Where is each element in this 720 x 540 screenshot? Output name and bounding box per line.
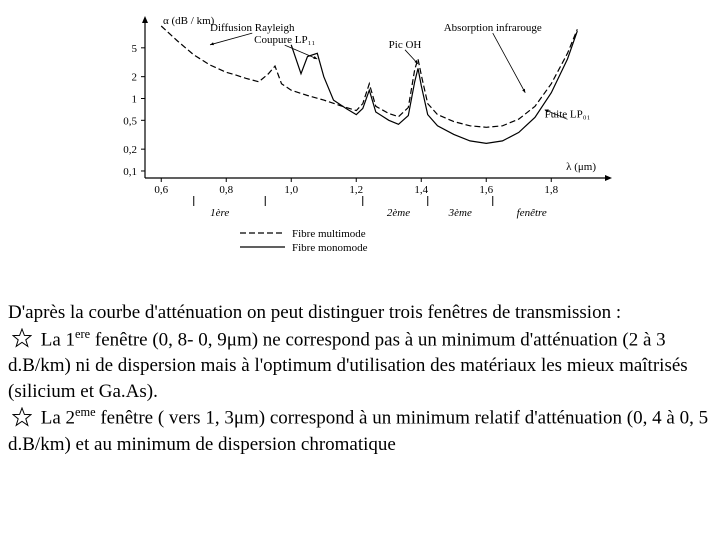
b1-a: La 1 — [41, 329, 75, 350]
bullet-1: La 1ere fenêtre (0, 8- 0, 9μm) ne corres… — [8, 326, 720, 405]
svg-text:1,2: 1,2 — [349, 184, 363, 196]
b2-b: fenêtre ( vers 1, 3μm) correspond à un m… — [8, 408, 708, 455]
attenuation-chart: 0,1 0,2 0,5 1 2 5 α (dB / km) 0,6 0,8 1,0 1,2 1,4 1,… — [90, 8, 620, 273]
star-icon — [8, 326, 36, 353]
svg-text:Pic OH: Pic OH — [389, 39, 422, 51]
svg-text:1,0: 1,0 — [284, 184, 298, 196]
svg-text:3ème: 3ème — [448, 207, 472, 219]
svg-text:Diffusion Rayleigh: Diffusion Rayleigh — [210, 22, 295, 34]
b2-a: La 2 — [41, 408, 75, 429]
chart-svg: 0,1 0,2 0,5 1 2 5 α (dB / km) 0,6 0,8 1,0 1,2 1,4 1,… — [90, 8, 620, 273]
svg-text:Fibre multimode: Fibre multimode — [292, 228, 366, 240]
svg-text:1,8: 1,8 — [544, 184, 558, 196]
svg-text:fenêtre: fenêtre — [517, 207, 547, 219]
b2-sup: eme — [75, 405, 96, 419]
star-icon — [8, 405, 36, 432]
svg-text:Fibre monomode: Fibre monomode — [292, 242, 368, 254]
svg-text:2ème: 2ème — [387, 207, 410, 219]
svg-text:1: 1 — [132, 93, 138, 105]
b1-b: fenêtre (0, 8- 0, 9μm) ne correspond pas… — [8, 329, 688, 402]
svg-text:Fuite LP₀₁: Fuite LP₀₁ — [545, 108, 591, 120]
explanatory-text: D'après la courbe d'atténuation on peut … — [0, 300, 720, 457]
intro-line: D'après la courbe d'atténuation on peut … — [8, 300, 720, 326]
svg-text:1,4: 1,4 — [414, 184, 428, 196]
svg-text:0,5: 0,5 — [123, 115, 137, 127]
svg-text:0,1: 0,1 — [123, 166, 137, 178]
svg-text:1,6: 1,6 — [479, 184, 493, 196]
svg-text:1ère: 1ère — [210, 207, 229, 219]
svg-text:Absorption infrarouge: Absorption infrarouge — [444, 22, 542, 34]
svg-text:2: 2 — [132, 72, 138, 84]
svg-text:0,6: 0,6 — [154, 184, 168, 196]
svg-text:α (dB / km): α (dB / km) — [163, 15, 215, 27]
svg-text:0,8: 0,8 — [219, 184, 233, 196]
svg-text:0,2: 0,2 — [123, 144, 137, 156]
svg-text:Coupure LP₁₁: Coupure LP₁₁ — [254, 34, 315, 46]
bullet-2: La 2eme fenêtre ( vers 1, 3μm) correspon… — [8, 404, 720, 457]
svg-text:λ (μm): λ (μm) — [566, 161, 596, 173]
b1-sup: ere — [75, 327, 90, 341]
svg-text:5: 5 — [132, 43, 138, 55]
